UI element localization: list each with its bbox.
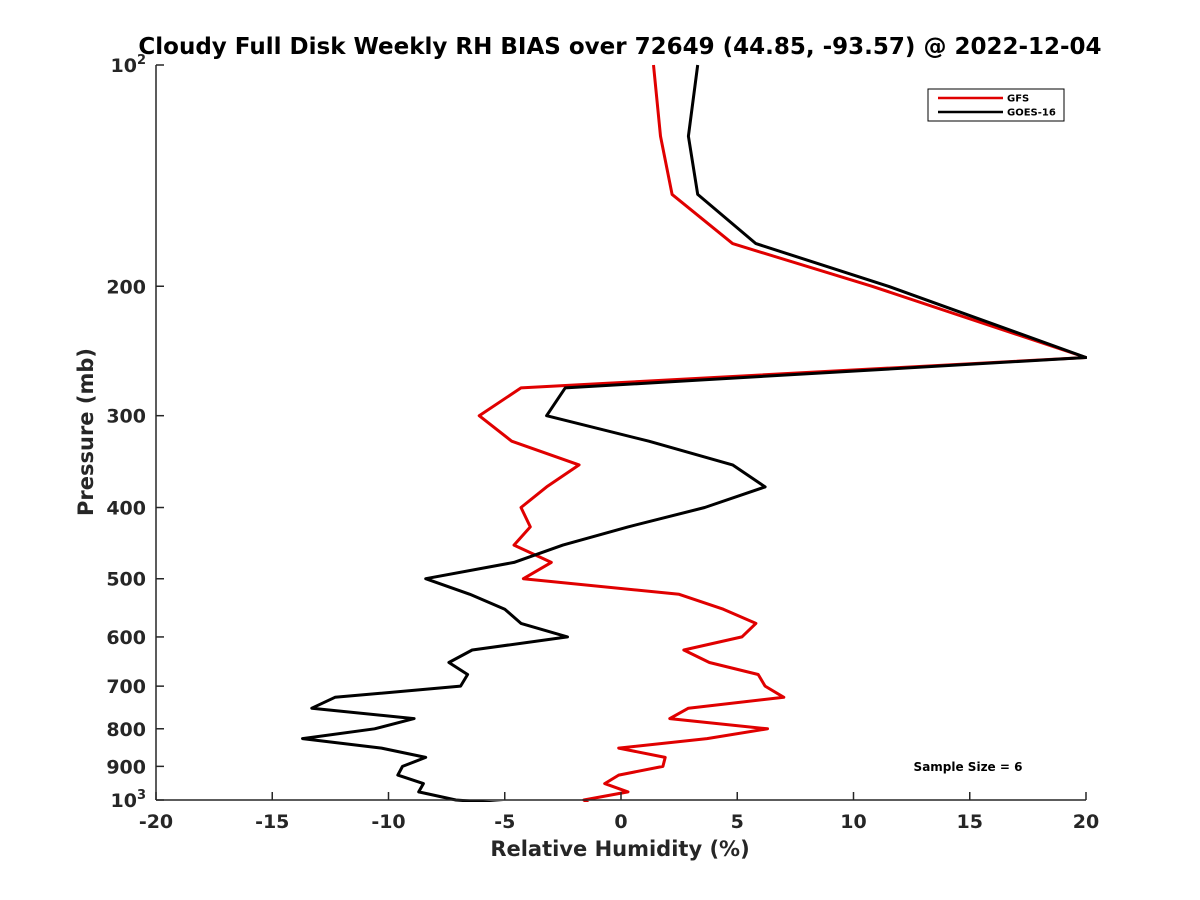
plot-area bbox=[301, 64, 1087, 802]
legend: GFS GOES-16 bbox=[927, 88, 1065, 122]
x-axis-label: Relative Humidity (%) bbox=[490, 837, 749, 861]
x-tick-label: 20 bbox=[1073, 811, 1099, 833]
y-tick-label: 103 bbox=[111, 788, 147, 812]
y-tick-label: 500 bbox=[106, 569, 146, 591]
series-layer bbox=[301, 64, 1087, 802]
x-tick-label: -5 bbox=[494, 811, 515, 833]
sample-size-annotation: Sample Size = 6 bbox=[914, 760, 1023, 774]
x-tick-label: -10 bbox=[371, 811, 405, 833]
y-axis-label: Pressure (mb) bbox=[74, 348, 98, 516]
chart-title: Cloudy Full Disk Weekly RH BIAS over 726… bbox=[138, 34, 1101, 60]
y-tick-base: 10 bbox=[111, 790, 137, 812]
legend-entries: GFS GOES-16 bbox=[938, 94, 1056, 119]
x-tick-label: -15 bbox=[255, 811, 289, 833]
y-tick-label: 900 bbox=[106, 756, 146, 778]
legend-box bbox=[927, 88, 1065, 122]
x-axis-ticks: -20 -15 -10 -5 0 5 10 15 20 bbox=[139, 792, 1099, 833]
series-line-gfs bbox=[477, 64, 1087, 802]
y-tick-label: 400 bbox=[106, 498, 146, 520]
x-tick-label: 10 bbox=[840, 811, 866, 833]
y-tick-label: 200 bbox=[106, 276, 146, 298]
y-tick-exponent: 2 bbox=[137, 53, 146, 68]
y-tick-label: 300 bbox=[106, 406, 146, 428]
y-tick-label: 700 bbox=[106, 676, 146, 698]
y-tick-exponent: 3 bbox=[137, 788, 146, 803]
legend-label: GFS bbox=[1007, 94, 1029, 105]
x-tick-label: 5 bbox=[731, 811, 744, 833]
axes: -20 -15 -10 -5 0 5 10 15 20 10220030040050060070… bbox=[106, 53, 1099, 833]
series-line-goes-16 bbox=[301, 64, 1087, 802]
y-tick-label: 600 bbox=[106, 627, 146, 649]
x-tick-label: -20 bbox=[139, 811, 173, 833]
x-tick-label: 0 bbox=[614, 811, 627, 833]
legend-label: GOES-16 bbox=[1007, 108, 1056, 119]
x-tick-label: 15 bbox=[957, 811, 983, 833]
y-tick-label: 800 bbox=[106, 719, 146, 741]
y-tick-label: 102 bbox=[111, 53, 147, 77]
y-tick-base: 10 bbox=[111, 55, 137, 77]
